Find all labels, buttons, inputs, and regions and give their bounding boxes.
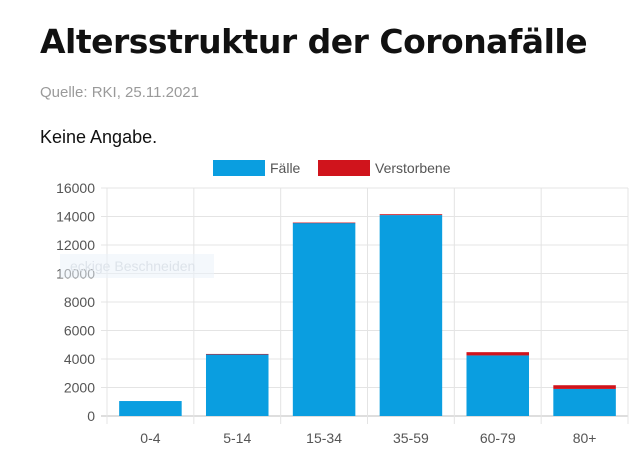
bar-chart: Fälle Verstorbene 0200040006000800010000… — [56, 160, 629, 446]
legend-swatch-verstorbene — [318, 160, 370, 176]
y-tick-label: 16000 — [56, 180, 95, 196]
x-axis-ticks: 0-4 5-14 15-34 35-59 60-79 80+ — [140, 430, 596, 446]
x-tick-label: 60-79 — [480, 430, 516, 446]
y-tick-label: 12000 — [56, 237, 95, 253]
bar-faelle[interactable] — [466, 355, 530, 416]
x-tick-label: 0-4 — [140, 430, 160, 446]
bar-faelle[interactable] — [379, 215, 443, 416]
bar-faelle[interactable] — [205, 354, 269, 416]
bar-faelle[interactable] — [292, 222, 356, 416]
y-tick-label: 0 — [87, 408, 95, 424]
bar-verstorbene[interactable] — [466, 352, 530, 356]
y-tick-label: 6000 — [64, 323, 95, 339]
x-tick-label: 80+ — [573, 430, 597, 446]
gridlines — [101, 187, 629, 424]
x-tick-label: 5-14 — [223, 430, 251, 446]
chart-title: Altersstruktur der Coronafälle — [40, 22, 588, 61]
legend-swatch-faelle — [213, 160, 265, 176]
x-tick-label: 15-34 — [306, 430, 342, 446]
x-tick-label: 35-59 — [393, 430, 429, 446]
source-line: Quelle: RKI, 25.11.2021 — [40, 84, 199, 101]
legend-label-verstorbene: Verstorbene — [375, 160, 451, 176]
bar-verstorbene[interactable] — [205, 353, 269, 355]
bar-verstorbene[interactable] — [292, 222, 356, 224]
bar-verstorbene[interactable] — [553, 385, 616, 389]
y-tick-label: 4000 — [64, 351, 95, 367]
bar-verstorbene[interactable] — [379, 214, 443, 216]
bars — [119, 214, 616, 416]
note-text: Keine Angabe. — [40, 127, 158, 147]
legend-item-faelle[interactable]: Fälle — [213, 160, 301, 176]
legend-label-faelle: Fälle — [270, 160, 301, 176]
y-axis-ticks: 0200040006000800010000120001400016000 — [56, 180, 95, 424]
overlay-tooltip: eckige Beschneiden — [60, 254, 214, 278]
y-tick-label: 2000 — [64, 380, 95, 396]
legend: Fälle Verstorbene — [213, 160, 451, 176]
bar-faelle[interactable] — [119, 401, 182, 416]
legend-item-verstorbene[interactable]: Verstorbene — [318, 160, 451, 176]
bar-faelle[interactable] — [553, 388, 616, 416]
y-tick-label: 14000 — [56, 209, 95, 225]
y-tick-label: 8000 — [64, 294, 95, 310]
